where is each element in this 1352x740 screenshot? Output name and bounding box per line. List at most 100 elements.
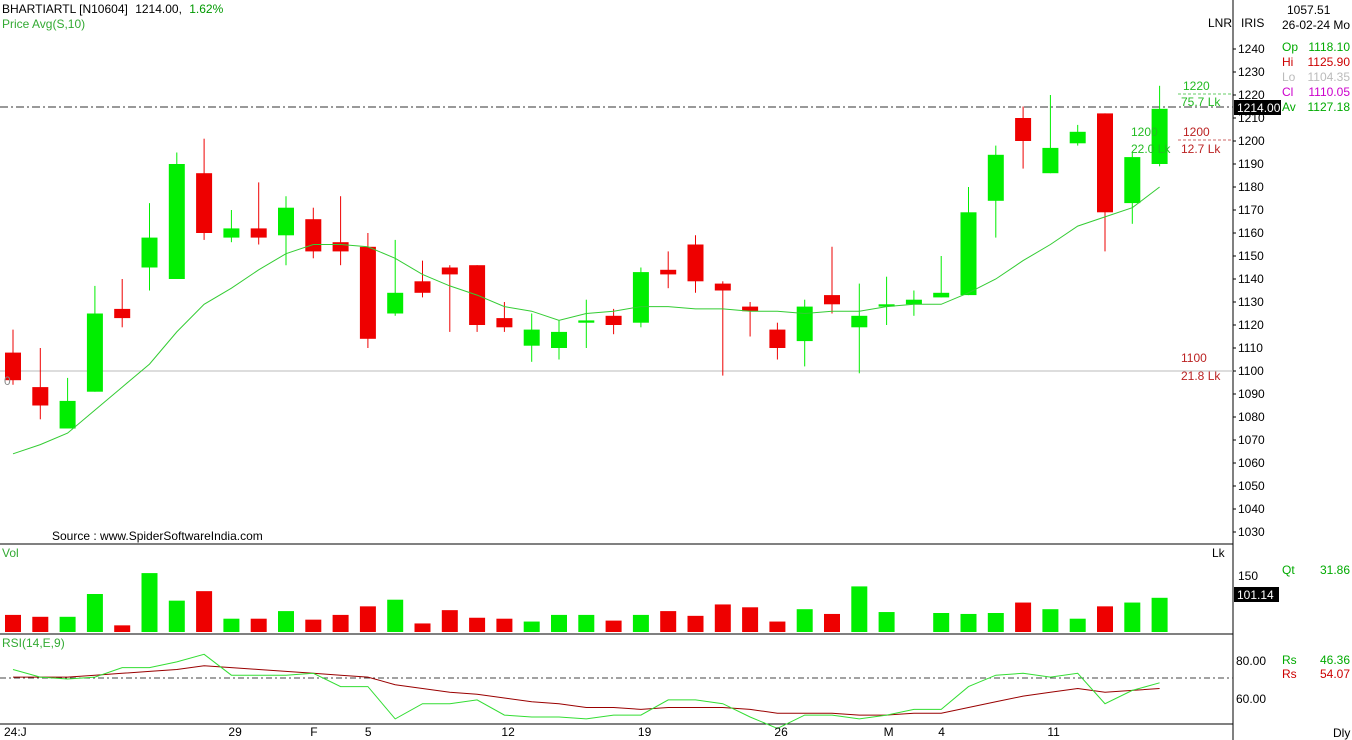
volume-bar: [605, 620, 622, 632]
candle-body: [223, 228, 240, 238]
candle: [414, 260, 431, 298]
candle-body: [59, 400, 76, 429]
candle: [905, 290, 922, 316]
price-tick-label: 1120: [1238, 318, 1264, 332]
price-tick-label: 1150: [1238, 249, 1264, 263]
candle: [632, 267, 649, 328]
candle-body: [141, 237, 158, 268]
price-tick-label: 1130: [1238, 295, 1264, 309]
volume-bar: [5, 614, 21, 632]
price-tick-label: 1050: [1238, 479, 1265, 493]
candle: [796, 299, 813, 367]
candle: [660, 251, 677, 289]
price-tick-label: 1140: [1238, 272, 1264, 286]
open-value: 1118.10: [1308, 40, 1350, 54]
rs1-value: 46.36: [1320, 653, 1350, 667]
price-tag-box: [1234, 100, 1281, 115]
volume-bar: [278, 611, 294, 632]
date-label: 12: [501, 725, 515, 739]
rsi-signal-line: [13, 665, 1160, 716]
date-label: F: [310, 725, 317, 739]
price-tick-label: 1100: [1238, 364, 1264, 378]
candle: [1069, 124, 1086, 146]
date-label: M: [884, 725, 894, 739]
volume-bar: [1042, 609, 1059, 632]
scale-lnr[interactable]: LNR: [1208, 16, 1232, 30]
volume-bar: [496, 618, 513, 632]
candle-body: [387, 292, 404, 314]
volume-bar: [878, 612, 895, 632]
candle-body: [824, 295, 840, 305]
volume-bar: [578, 614, 595, 632]
volume-bar: [796, 609, 813, 632]
candle: [141, 203, 158, 291]
annotation-1100: 1100: [1181, 351, 1207, 365]
close-value: 1110.05: [1308, 85, 1350, 99]
volume-bar: [196, 591, 213, 632]
volume-bar: [223, 618, 240, 632]
rs2-value: 54.07: [1320, 667, 1350, 681]
volume-bar: [32, 616, 49, 632]
high-value: 1125.90: [1308, 55, 1351, 69]
volume-bar: [387, 599, 404, 632]
source-note: Source : www.SpiderSoftwareIndia.com: [52, 529, 263, 543]
volume-bar: [359, 606, 376, 632]
annotation-1200-red: 1200: [1183, 125, 1210, 139]
price-tick-label: 1060: [1238, 456, 1265, 470]
price-tick-label: 1110: [1238, 341, 1263, 355]
volume-bar: [1124, 602, 1141, 632]
candle-body: [250, 228, 267, 238]
candle: [523, 313, 540, 362]
candle: [469, 265, 486, 332]
volume-bar: [933, 613, 950, 632]
candle-body: [278, 207, 294, 236]
volume-bar: [86, 594, 103, 632]
candle-body: [305, 219, 322, 252]
volume-bar: [114, 625, 131, 632]
volume-bar: [1015, 602, 1032, 632]
volume-bar: [1151, 597, 1168, 632]
volume-bar: [469, 617, 486, 632]
date-label: 24:J: [4, 725, 27, 739]
volume-bar: [1097, 606, 1113, 632]
candle-body: [523, 329, 540, 346]
candle-body: [359, 246, 376, 339]
candle: [305, 207, 322, 259]
qt-value: 31.86: [1320, 563, 1350, 577]
period-label[interactable]: Dly: [1333, 726, 1350, 740]
price-tick-label: 1190: [1238, 157, 1264, 171]
candle-body: [1042, 147, 1059, 174]
volume-bar: [59, 616, 76, 632]
scale-iris[interactable]: IRIS: [1241, 16, 1264, 30]
zero-marker: 0: [4, 374, 11, 388]
candle: [114, 279, 131, 328]
candle-body: [632, 272, 649, 323]
rs2-label: Rs: [1282, 667, 1297, 681]
info-panel: 1057.51 26-02-24 Mo Op 1118.10 Hi 1125.9…: [1282, 3, 1350, 114]
candle: [687, 235, 704, 293]
candle: [278, 196, 294, 266]
candle: [1042, 95, 1059, 174]
price-tick-label: 1180: [1238, 180, 1264, 194]
volume-bar: [714, 604, 731, 632]
candle-body: [933, 292, 950, 298]
candle: [851, 283, 868, 374]
candle: [551, 320, 567, 360]
high-label: Hi: [1282, 55, 1293, 69]
volume-bar: [660, 611, 677, 632]
candle-body: [742, 306, 759, 312]
candle: [714, 281, 731, 376]
candle: [769, 322, 786, 360]
candle: [86, 285, 103, 392]
avg-label: Av: [1282, 100, 1296, 114]
price-tick-label: 1230: [1238, 65, 1265, 79]
candle-body: [496, 318, 513, 328]
date-label: 19: [638, 725, 652, 739]
volume-bar: [441, 610, 458, 632]
candle: [960, 187, 977, 296]
candle-body: [1069, 131, 1086, 144]
low-value: 1104.35: [1308, 70, 1351, 84]
close-label: Cl: [1282, 85, 1293, 99]
symbol-label: BHARTIARTL [N10604]: [2, 2, 128, 16]
price-tick-label: 1070: [1238, 433, 1265, 447]
